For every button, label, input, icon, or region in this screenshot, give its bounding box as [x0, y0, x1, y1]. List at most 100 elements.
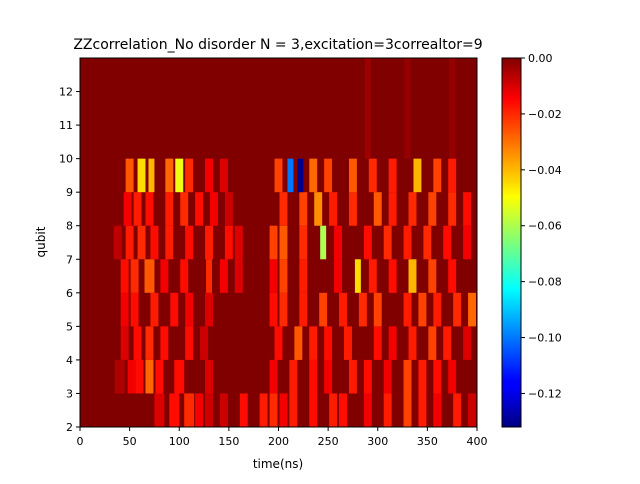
heatmap-cell — [334, 259, 343, 293]
heatmap-cell — [314, 192, 323, 226]
colorbar-tick-label: 0.00 — [528, 52, 553, 65]
heatmap-cell — [468, 292, 477, 327]
y-tick-label: 9 — [66, 186, 73, 199]
x-tick-label: 400 — [467, 435, 488, 448]
heatmap-cell — [279, 259, 288, 293]
heatmap-cell — [269, 359, 278, 394]
heatmap-cell — [206, 259, 212, 293]
heatmap-cell — [309, 326, 318, 360]
heatmap-cell — [184, 393, 195, 427]
heatmap-cell — [358, 292, 367, 327]
heatmap-cell — [279, 192, 288, 226]
heatmap-cell — [205, 393, 213, 427]
heatmap-cell — [433, 292, 442, 327]
heatmap-cell — [448, 359, 457, 394]
heatmap-cell — [449, 58, 456, 159]
colorbar-gradient — [502, 58, 521, 427]
heatmap-cell — [388, 158, 397, 193]
y-tick-label: 12 — [59, 86, 73, 99]
heatmap-cell — [155, 359, 164, 394]
plot-area — [80, 58, 477, 427]
heatmap-cell — [309, 158, 318, 193]
heatmap-cell — [144, 259, 155, 293]
heatmap-cell — [428, 192, 437, 226]
heatmap-cell — [185, 292, 194, 327]
heatmap-cell — [289, 393, 298, 427]
heatmap-cell — [234, 225, 243, 260]
heatmap-cell — [289, 359, 298, 394]
colorbar-tick-label: −0.04 — [528, 164, 562, 177]
heatmap-cell — [428, 259, 437, 293]
heatmap-cell — [175, 158, 184, 193]
heatmap-cell — [309, 393, 318, 427]
heatmap-cell — [234, 259, 243, 293]
x-tick-label: 150 — [218, 435, 239, 448]
heatmap-cell — [363, 225, 372, 260]
colorbar: 0.00 −0.02 −0.04 −0.06 −0.08 −0.10 −0.12 — [501, 52, 562, 428]
heatmap-cell — [348, 158, 357, 193]
heatmap-cell — [160, 326, 169, 360]
heatmap-cell — [114, 359, 125, 394]
heatmap-cell — [120, 326, 129, 360]
heatmap-cell — [373, 292, 382, 327]
heatmap-cell — [339, 393, 347, 427]
heatmap-cell — [443, 225, 452, 260]
heatmap-cell — [413, 158, 422, 193]
heatmap-cell — [205, 225, 213, 260]
heatmap-cell — [148, 158, 155, 193]
heatmap-cell — [174, 359, 185, 394]
y-tick-label: 11 — [59, 119, 73, 132]
y-axis-label: qubit — [34, 226, 48, 257]
heatmap-cell — [125, 225, 134, 260]
heatmap-cell — [433, 359, 442, 394]
heatmap-cell — [165, 225, 174, 260]
heatmap-cell — [205, 158, 213, 193]
heatmap-cell — [294, 326, 303, 360]
heatmap-cell — [133, 326, 142, 360]
heatmap-cell — [329, 192, 338, 226]
heatmap-cell — [344, 326, 352, 360]
heatmap-cell — [463, 326, 472, 360]
heatmap-cell — [448, 259, 457, 293]
colorbar-tick-label: −0.10 — [528, 332, 562, 345]
heatmap-cell — [120, 259, 129, 293]
y-tick-label: 4 — [66, 354, 73, 367]
colorbar-tick-label: −0.06 — [528, 220, 562, 233]
heatmap-cell — [363, 393, 372, 427]
heatmap-cell — [453, 393, 462, 427]
heatmap-cell — [448, 192, 457, 226]
heatmap-cell — [368, 158, 377, 193]
y-tick-label: 6 — [66, 287, 73, 300]
heatmap-cell — [329, 393, 338, 427]
heatmap-cell — [433, 158, 442, 193]
heatmap-cell — [443, 326, 452, 360]
heatmap-cell — [403, 359, 412, 394]
heatmap-cell — [418, 359, 427, 394]
heatmap-cell — [120, 292, 129, 327]
heatmap-cell — [133, 192, 142, 226]
heatmap-cell — [388, 192, 397, 226]
heatmap-cell — [269, 393, 278, 427]
heatmap-cell — [408, 326, 417, 360]
heatmap-cell — [383, 225, 392, 260]
heatmap-cell — [388, 259, 397, 293]
heatmap-cell — [200, 326, 209, 360]
y-tick-label: 7 — [66, 253, 73, 266]
y-axis: 2 3 4 5 6 7 8 9 10 11 12 — [59, 86, 80, 434]
heatmap-cell — [388, 326, 397, 360]
heatmap-cell — [408, 192, 417, 226]
heatmap-cell — [137, 158, 146, 193]
heatmap-cell — [319, 292, 328, 327]
heatmap-cell — [299, 259, 308, 293]
heatmap-cell — [348, 192, 357, 226]
heatmap-cell — [169, 393, 180, 427]
heatmap-cell — [154, 393, 165, 427]
heatmap-cell — [185, 326, 194, 360]
y-tick-label: 5 — [66, 320, 73, 333]
heatmap-cell — [364, 58, 371, 159]
heatmap-cell — [170, 292, 179, 327]
heatmap-cell — [299, 225, 308, 260]
heatmap-cell — [274, 158, 283, 193]
heatmap-cell — [239, 393, 248, 427]
heatmap-cell — [408, 259, 417, 293]
